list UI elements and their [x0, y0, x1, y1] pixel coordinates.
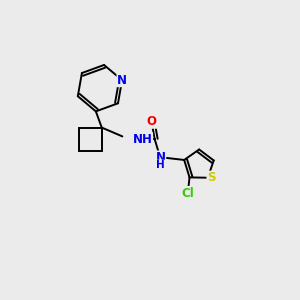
Text: O: O	[147, 115, 157, 128]
Text: Cl: Cl	[182, 187, 194, 200]
Text: S: S	[207, 171, 216, 184]
Text: H: H	[156, 160, 165, 170]
Text: NH: NH	[133, 133, 152, 146]
Text: N: N	[117, 74, 127, 87]
Text: N: N	[156, 151, 166, 164]
